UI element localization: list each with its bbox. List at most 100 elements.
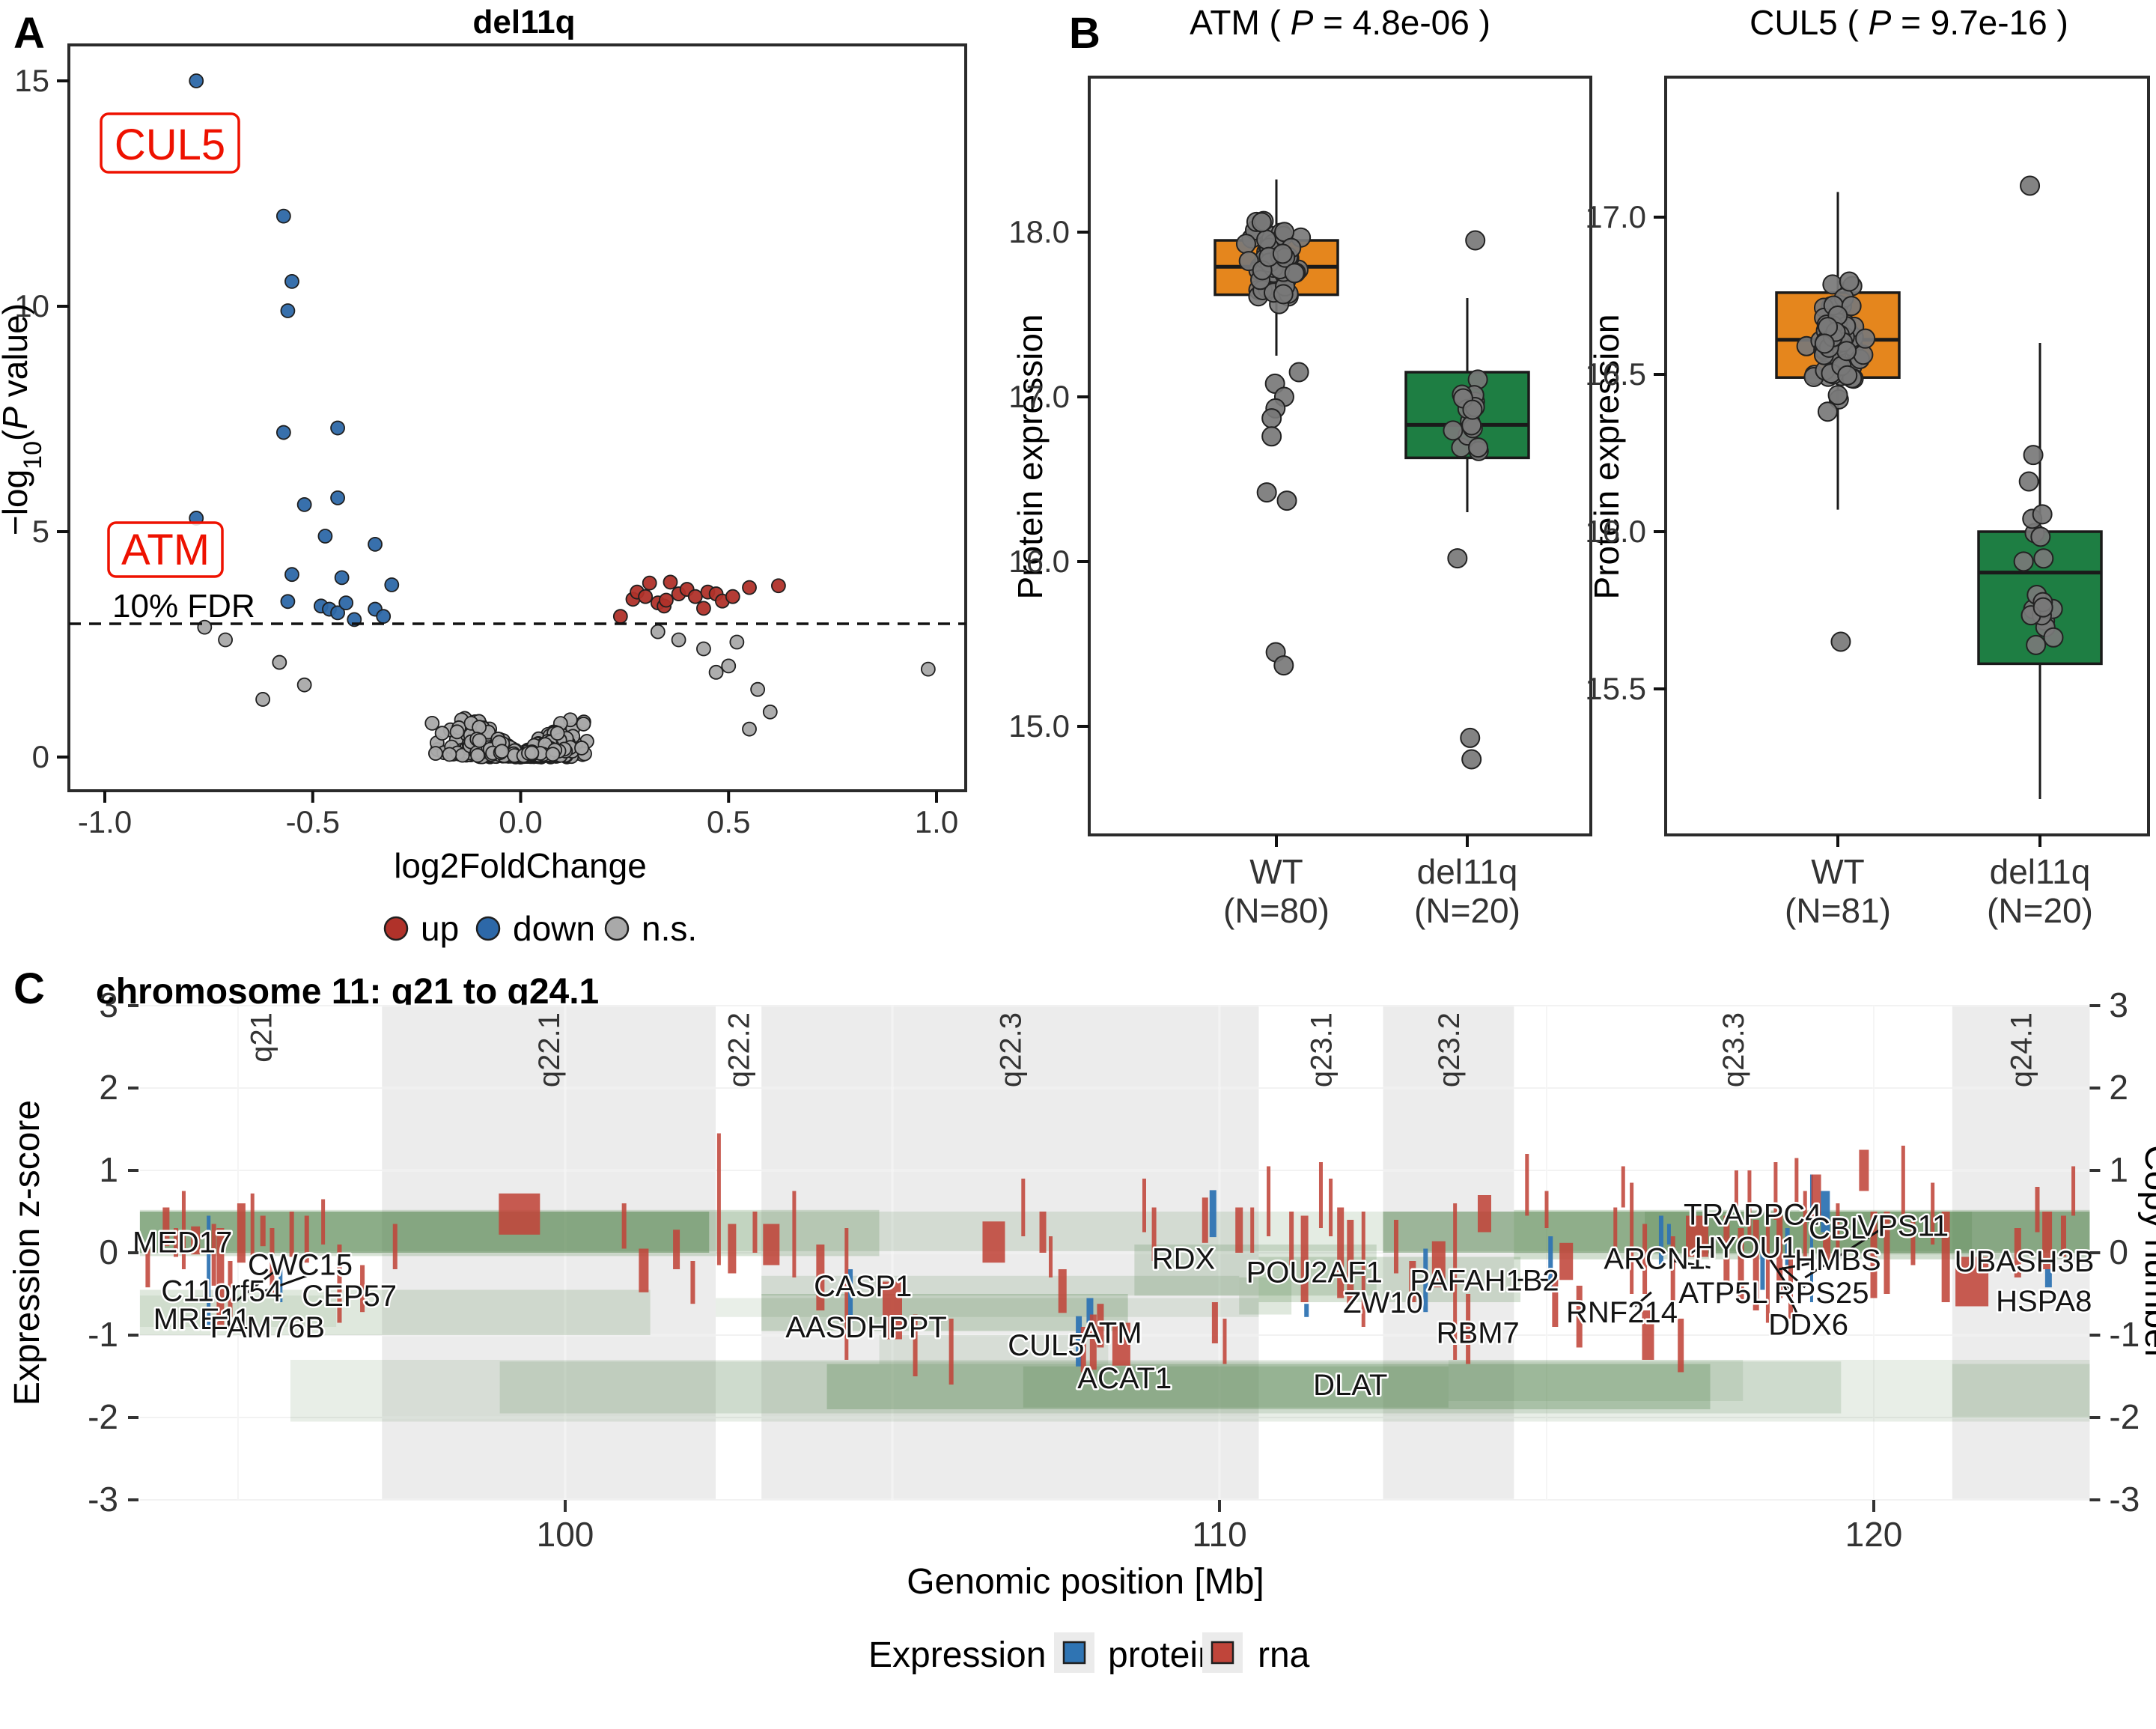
genomic-y-axis-label-right: Copy number [2137,1145,2156,1361]
rna-bar [1734,1170,1738,1220]
rna-bar [1931,1182,1935,1245]
rna-bar [1678,1319,1684,1373]
rna-bar [250,1193,255,1261]
gene-label-ATM: ATM [1081,1317,1142,1350]
volcano-y-tick: 5 [32,514,49,549]
rna-bar [1747,1170,1752,1241]
box-y-tick: 16.0 [1585,514,1646,549]
cul5-y-axis-label: Protein expression [1587,314,1626,600]
rna-bar [1393,1220,1398,1274]
genomic-y-tick-left: 3 [99,985,118,1024]
genomic-x-tick: 120 [1845,1515,1903,1554]
gene-label-C11orf54: C11orf54 [161,1275,282,1308]
rna-bar [1955,1257,1989,1307]
rna-bar [337,1245,342,1323]
atm-del11q-n: (N=20) [1414,891,1520,930]
rna-bar [1794,1158,1799,1203]
gene-label-CWC15: CWC15 [248,1248,353,1281]
cul5-plot-border [1664,76,2150,836]
atm-boxplot-title: ATM ( P = 4.8e-06 ) [1190,3,1490,42]
atm-x-labels: WT (N=80) del11q (N=20) [1223,852,1520,930]
gene-label-CUL5: CUL5 [1008,1329,1084,1362]
volcano-y-tick: 0 [32,739,49,774]
cytoband-label-q21: q21 [246,1012,278,1063]
rna-bar [1870,1212,1878,1298]
genomic-axes: -3 -3 -2 -2 -1 -1 0 0 1 1 2 2 3 3 100 110 120 [88,985,2140,1554]
rna-bar [216,1228,225,1327]
rna-bar [2035,1187,2040,1233]
genomic-legend-title: Expression [868,1635,1046,1675]
rna-bar [1049,1236,1053,1277]
gene-label-DDX6: DDX6 [1768,1309,1848,1342]
gene-label-UBASH3B: UBASH3B [1955,1245,2095,1278]
legend-rna-label: rna [1258,1635,1310,1675]
genomic-y-tick-left: -3 [88,1480,118,1519]
protein-bar [848,1269,853,1323]
rna-bar [982,1221,1005,1263]
rna-bar [1222,1319,1227,1364]
rna-bar [321,1199,326,1245]
rna-bar [1058,1269,1067,1313]
rna-bar [1329,1179,1333,1236]
panel-b: B ATM ( P = 4.8e-06 ) Protein expression… [1008,3,2150,930]
cytoband-label-q23.1: q23.1 [1305,1012,1338,1087]
gene-label-TRAPPC4: TRAPPC4 [1684,1198,1822,1231]
cul5-wt-label: WT [1811,852,1865,891]
genomic-x-tick: 110 [1192,1515,1246,1554]
volcano-y-tick: 10 [14,288,49,323]
rna-bar [883,1281,902,1340]
box-y-tick: 17.0 [1008,379,1070,414]
rna-bar [2071,1166,2076,1216]
atm-label: ATM [121,526,210,574]
atm-y-axis-label: Protein expression [1011,314,1050,600]
rna-bar [948,1319,954,1385]
volcano-legend: up down n.s. [383,909,697,948]
rna-bar [728,1224,737,1274]
rna-bar [1670,1236,1675,1317]
legend-down-label: down [513,909,595,948]
panel-c-letter: C [13,964,45,1013]
volcano-x-tick: 1.0 [915,804,958,839]
cul5-label: CUL5 [115,121,225,169]
rna-bar [1752,1220,1759,1310]
rna-bar [1211,1302,1218,1343]
rna-bar [1361,1212,1365,1327]
gene-label-MED17: MED17 [133,1227,232,1259]
protein-bar [207,1215,211,1327]
protein-bar [278,1265,283,1302]
genomic-legend: Expression protein rna [868,1632,1310,1675]
protein-bar [1821,1191,1830,1233]
gene-label-POU2AF1: POU2AF1 [1246,1256,1383,1289]
legend-rna-icon [1211,1641,1234,1665]
gene-label-RDX: RDX [1152,1243,1215,1276]
atm-del11q-label: del11q [1417,852,1518,891]
gene-label-CASP1: CASP1 [814,1270,912,1303]
genomic-y-tick-right: -3 [2109,1480,2140,1519]
rna-bar [181,1191,186,1269]
cul5-label-box [100,112,240,174]
rna-bar [1559,1242,1574,1280]
gene-label-RBM7: RBM7 [1437,1317,1520,1350]
cul5-boxplot-title: CUL5 ( P = 9.7e-16 ) [1750,3,2068,42]
rna-bar [763,1224,780,1265]
rna-bar [1250,1207,1255,1253]
rna-bar [1823,1233,1831,1263]
genomic-y-tick-left: -1 [88,1315,118,1354]
legend-ns-icon [604,916,630,941]
rna-bar [191,1226,201,1255]
rna-bar [499,1193,540,1235]
cul5-del11q-label: del11q [1990,852,2091,891]
rna-bar [816,1245,825,1310]
gene-label-MRE11: MRE11 [153,1303,251,1336]
gene-label-ZW10: ZW10 [1343,1286,1423,1319]
rna-bar [1901,1146,1905,1216]
rna-bar [1477,1195,1491,1233]
rna-bar [1267,1166,1271,1236]
rna-bar [690,1261,695,1304]
genomic-x-axis-label: Genomic position [Mb] [907,1562,1264,1602]
rna-bar [1552,1273,1559,1327]
box-y-tick: 18.0 [1008,214,1070,249]
rna-bar [1686,1215,1709,1257]
gene-label-CEP57: CEP57 [302,1280,397,1313]
